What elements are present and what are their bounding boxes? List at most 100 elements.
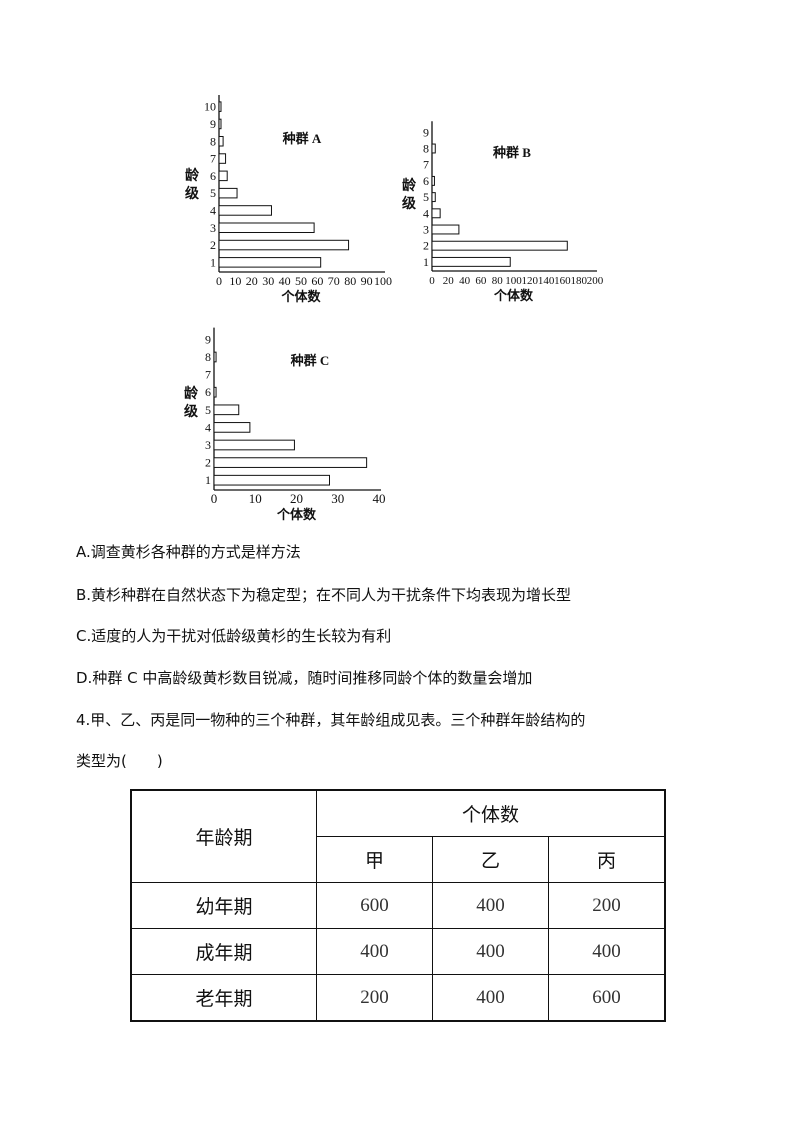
question-4-line1: 4.甲、乙、丙是同一物种的三个种群，其年龄组成见表。三个种群年龄结构的 (76, 711, 586, 729)
bar (431, 256, 511, 267)
x-axis-label: 个体数 (280, 289, 321, 304)
x-tick-label: 40 (459, 275, 471, 287)
x-tick-label: 40 (279, 274, 291, 288)
row-label: 成年期 (130, 928, 317, 975)
chart-title: 种群 B (492, 145, 531, 160)
bar (218, 205, 272, 216)
option-a: A.调查黄杉各种群的方式是样方法 (76, 543, 301, 561)
y-tick-label: 7 (210, 152, 216, 166)
cell: 600 (548, 974, 666, 1022)
bar (431, 208, 441, 219)
x-tick-label: 0 (216, 274, 222, 288)
x-tick-label: 100 (505, 275, 522, 287)
y-tick-label: 2 (210, 238, 216, 252)
y-axis-label: 级 (184, 403, 199, 420)
y-tick-label: 5 (205, 403, 211, 417)
x-tick-label: 30 (331, 491, 344, 506)
bar (431, 143, 436, 154)
cell: 200 (316, 974, 433, 1022)
age-table: 年龄期 个体数 甲 乙 丙 幼年期 600 400 200 成年期 400 40… (130, 789, 666, 1022)
x-tick-label: 0 (211, 491, 218, 506)
cell: 400 (548, 928, 666, 975)
y-axis-label: 龄 (184, 385, 199, 402)
bar (218, 257, 322, 268)
y-tick-label: 5 (210, 186, 216, 200)
bar (218, 101, 222, 112)
question-4-line2: 类型为( ) (76, 752, 163, 770)
y-tick-label: 2 (205, 456, 211, 470)
y-tick-label: 4 (205, 420, 211, 434)
x-tick-label: 140 (538, 275, 555, 287)
x-tick-label: 10 (229, 274, 241, 288)
bar (218, 170, 228, 182)
x-tick-label: 70 (328, 274, 340, 288)
x-tick-label: 60 (475, 275, 487, 287)
x-tick-label: 90 (361, 274, 373, 288)
y-tick-label: 4 (423, 206, 429, 220)
x-tick-label: 60 (311, 274, 323, 288)
y-tick-label: 1 (210, 255, 216, 269)
bar (431, 224, 460, 235)
x-axis-label: 个体数 (493, 288, 534, 303)
y-tick-label: 1 (205, 473, 211, 487)
x-tick-label: 30 (262, 274, 274, 288)
x-tick-label: 180 (570, 275, 587, 287)
cell: 400 (316, 928, 433, 975)
y-tick-label: 6 (210, 169, 216, 183)
header-count: 个体数 (316, 789, 666, 837)
y-tick-label: 3 (205, 438, 211, 452)
table-row: 成年期 400 400 400 (130, 928, 666, 975)
row-label: 幼年期 (130, 882, 317, 929)
x-tick-label: 0 (429, 275, 435, 287)
y-axis-label: 级 (402, 195, 417, 212)
y-axis-label: 龄 (402, 177, 417, 194)
chart-title: 种群 C (290, 353, 330, 368)
bar (213, 404, 240, 416)
bar (431, 240, 568, 251)
y-axis-label: 龄 (185, 167, 200, 184)
y-tick-label: 2 (423, 239, 429, 253)
x-tick-label: 20 (443, 275, 455, 287)
x-tick-label: 20 (290, 491, 303, 506)
row-label: 老年期 (130, 974, 317, 1022)
y-tick-label: 7 (423, 158, 429, 172)
cell: 400 (432, 974, 549, 1022)
x-tick-label: 120 (522, 275, 539, 287)
header-group: 丙 (548, 836, 666, 883)
bar (213, 422, 251, 433)
header-age: 年龄期 (130, 789, 317, 883)
cell: 200 (548, 882, 666, 929)
bar (218, 135, 224, 147)
bar (431, 192, 436, 203)
bar (213, 351, 217, 363)
y-tick-label: 6 (205, 385, 211, 399)
bar (218, 222, 315, 234)
x-tick-label: 100 (374, 274, 392, 288)
y-tick-label: 8 (205, 350, 211, 364)
bar (213, 457, 368, 468)
y-tick-label: 3 (423, 223, 429, 237)
bar (213, 474, 330, 486)
y-axis-label: 级 (185, 185, 200, 202)
y-tick-label: 3 (210, 221, 216, 235)
option-b: B.黄杉种群在自然状态下为稳定型；在不同人为干扰条件下均表现为增长型 (76, 586, 572, 604)
x-tick-label: 50 (295, 274, 307, 288)
y-tick-label: 9 (205, 332, 211, 346)
table-row: 幼年期 600 400 200 (130, 882, 666, 929)
header-group: 乙 (432, 836, 549, 883)
x-tick-label: 80 (492, 275, 504, 287)
option-c: C.适度的人为干扰对低龄级黄杉的生长较为有利 (76, 627, 392, 645)
bar (218, 239, 350, 251)
x-tick-label: 160 (554, 275, 571, 287)
bar (218, 153, 227, 164)
x-axis-label: 个体数 (276, 507, 317, 522)
y-tick-label: 5 (423, 190, 429, 204)
option-d: D.种群 C 中高龄级黄杉数目锐减，随时间推移同龄个体的数量会增加 (76, 669, 533, 687)
table-row: 老年期 200 400 600 (130, 974, 666, 1022)
y-tick-label: 4 (210, 203, 216, 217)
y-tick-label: 8 (210, 134, 216, 148)
header-group: 甲 (316, 836, 433, 883)
y-tick-label: 9 (210, 117, 216, 131)
